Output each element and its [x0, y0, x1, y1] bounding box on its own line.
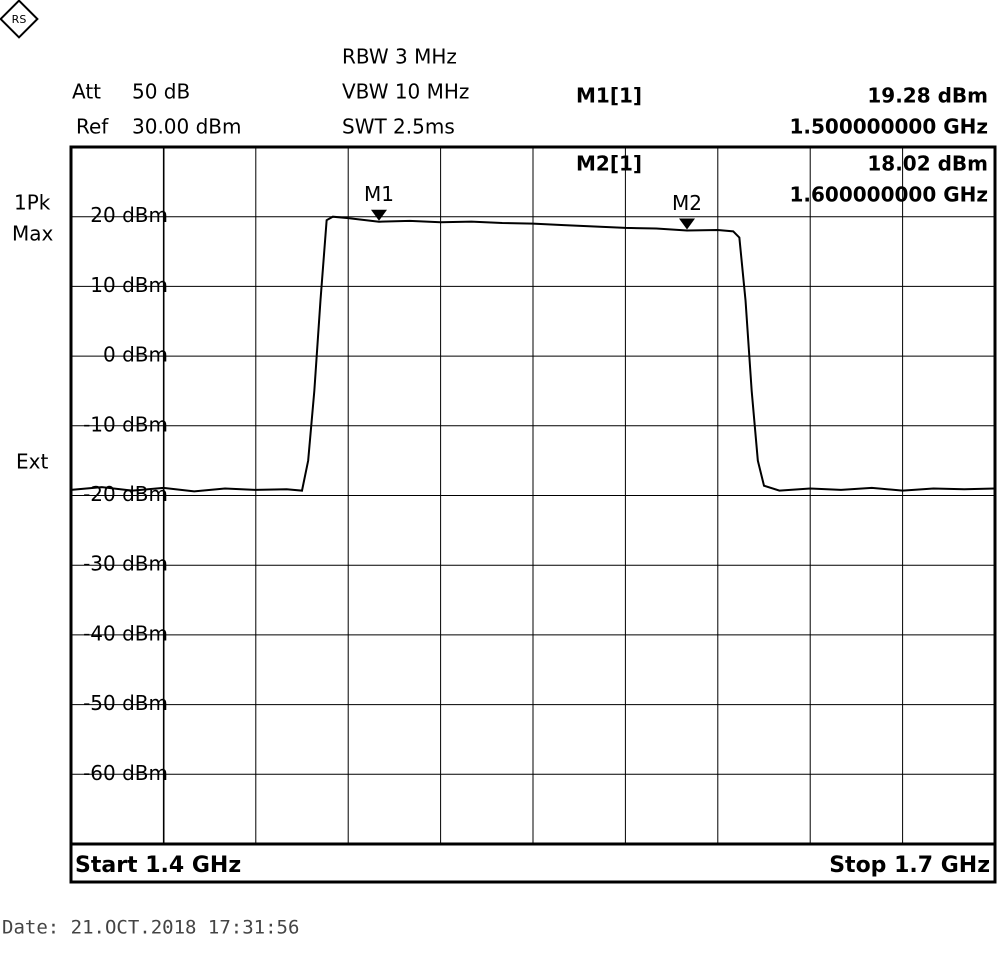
- marker-frequency: 1.600000000 GHz: [789, 183, 988, 207]
- swt: SWT 2.5ms: [342, 115, 455, 139]
- svg-text:RS: RS: [12, 13, 27, 26]
- marker-level: 19.28 dBm: [867, 84, 988, 108]
- y-tick-label: 10 dBm: [90, 273, 168, 297]
- y-tick-label: 0 dBm: [103, 343, 168, 367]
- vbw: VBW 10 MHz: [342, 80, 469, 104]
- ref-label: Ref: [76, 115, 109, 139]
- y-tick-label: -30 dBm: [83, 552, 168, 576]
- marker-label: M1: [364, 182, 394, 206]
- detector: 1Pk: [14, 191, 51, 215]
- trigger: Ext: [16, 450, 48, 474]
- date: Date: 21.OCT.2018 17:31:56: [2, 917, 299, 939]
- marker-name: M1[1]: [576, 84, 642, 108]
- marker: [371, 209, 387, 221]
- ref-value: 30.00 dBm: [132, 115, 242, 139]
- marker: [679, 218, 695, 230]
- marker-frequency: 1.500000000 GHz: [789, 115, 988, 139]
- marker-name: M2[1]: [576, 152, 642, 176]
- y-tick-label: -40 dBm: [83, 621, 168, 645]
- y-tick-label: -10 dBm: [83, 412, 168, 436]
- att-label: Att: [72, 80, 101, 104]
- att-value: 50 dB: [132, 80, 190, 104]
- y-tick-label: -20 dBm: [83, 482, 168, 506]
- trace: [70, 215, 996, 493]
- rbw: RBW 3 MHz: [342, 45, 457, 69]
- y-tick-label: 20 dBm: [90, 203, 168, 227]
- marker-label: M2: [672, 191, 702, 215]
- logo: RS: [0, 0, 39, 39]
- marker-level: 18.02 dBm: [867, 152, 988, 176]
- y-tick-label: -50 dBm: [83, 691, 168, 715]
- start-label: Start 1.4 GHz: [75, 853, 241, 878]
- stop-label: Stop 1.7 GHz: [829, 853, 990, 878]
- y-tick-label: -60 dBm: [83, 761, 168, 785]
- detector: Max: [12, 222, 54, 246]
